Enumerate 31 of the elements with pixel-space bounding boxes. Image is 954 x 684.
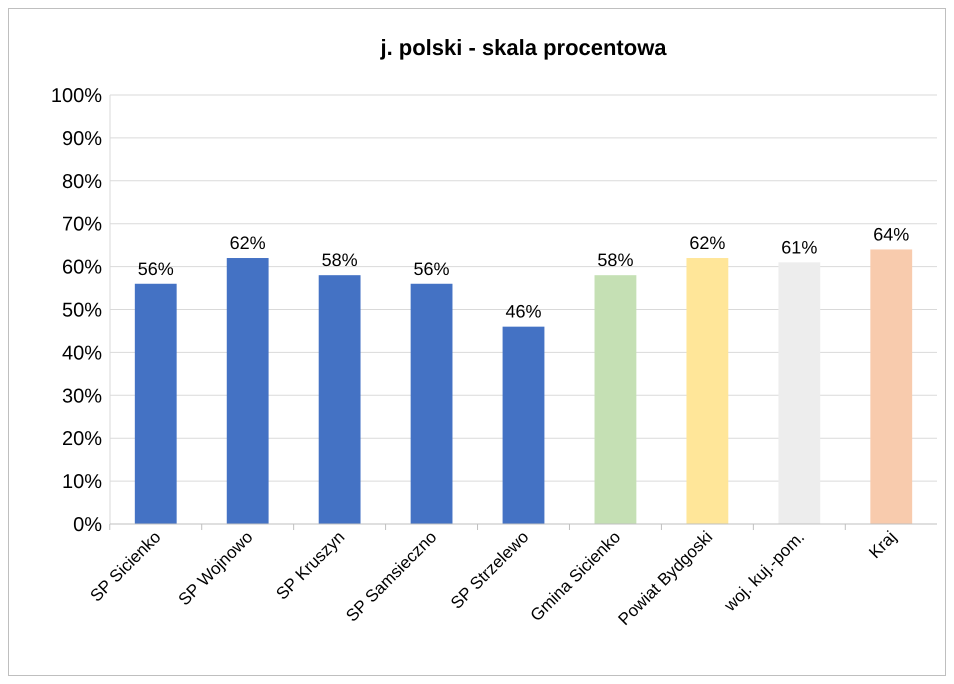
data-label: 62% [689,233,726,254]
bar [410,284,452,524]
bar [594,275,636,524]
y-tick-label: 70% [62,214,102,236]
bar [778,262,820,524]
y-tick-label: 100% [50,85,102,107]
y-tick-label: 80% [62,170,102,193]
y-tick-label: 90% [62,128,102,150]
y-tick-label: 60% [62,256,102,279]
bar [686,258,728,524]
data-label: 62% [230,233,266,254]
y-tick-label: 40% [62,342,102,364]
bar [502,326,544,524]
y-tick-label: 20% [62,428,102,450]
data-label: 58% [597,250,634,270]
bar [318,275,361,524]
y-tick-label: 50% [62,300,102,322]
data-label: 64% [873,224,910,244]
bar [134,284,177,524]
data-label: 56% [414,258,450,279]
bar [870,249,912,524]
x-tick-label: Kraj [865,527,900,562]
data-label: 46% [505,302,542,322]
data-label: 56% [138,258,174,279]
y-tick-label: 0% [73,514,102,536]
chart-title: j. polski - skala procentowa [379,35,668,60]
data-label: 58% [322,250,358,270]
y-tick-label: 30% [62,385,102,408]
bar [226,258,269,524]
data-label: 61% [781,237,818,258]
y-tick-label: 10% [62,471,102,494]
